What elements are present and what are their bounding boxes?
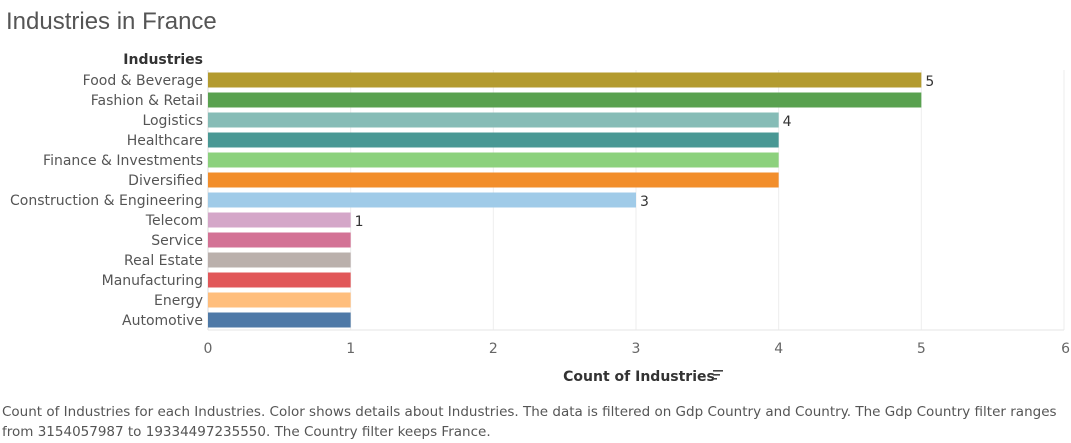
bar[interactable] [208,192,636,208]
category-axis-header: Industries [123,52,203,68]
value-labels: 5 4 3 1 [355,74,935,230]
chart-caption: Count of Industries for each Industries.… [2,404,1057,440]
x-axis-ticks: 0 1 2 3 4 5 6 [204,341,1071,357]
bars [208,72,922,328]
x-tick-label: 4 [774,341,783,357]
value-label: 5 [925,74,934,90]
x-tick-label: 0 [204,341,213,357]
category-label: Telecom [145,213,203,229]
page-title: Industries in France [6,8,217,35]
x-tick-label: 5 [917,341,926,357]
category-labels: Food & Beverage Fashion & Retail Logistics… [10,73,203,329]
bar[interactable] [208,92,922,108]
category-label: Automotive [122,313,203,329]
category-label: Finance & Investments [43,153,203,169]
value-label: 3 [640,194,649,210]
bar[interactable] [208,272,351,288]
bar[interactable] [208,152,779,168]
x-axis-label: Count of Industries [563,369,715,385]
x-tick-label: 2 [489,341,498,357]
bar-chart: Industries Food & Beverage Fashion & Reta… [10,52,1071,385]
bar[interactable] [208,172,779,188]
bar[interactable] [208,252,351,268]
x-tick-label: 3 [632,341,641,357]
bar[interactable] [208,232,351,248]
value-label: 1 [355,214,364,230]
value-label: 4 [783,114,792,130]
bar[interactable] [208,72,922,88]
category-label: Real Estate [124,253,203,269]
category-label: Fashion & Retail [91,93,203,109]
category-label: Energy [154,293,203,309]
category-label: Food & Beverage [83,73,203,89]
bar[interactable] [208,292,351,308]
bar[interactable] [208,112,779,128]
category-label: Construction & Engineering [10,193,203,209]
x-tick-label: 1 [346,341,355,357]
sort-descending-icon[interactable] [713,370,723,380]
bar[interactable] [208,312,351,328]
bar[interactable] [208,212,351,228]
category-label: Healthcare [127,133,203,149]
x-tick-label: 6 [1061,341,1070,357]
category-label: Diversified [128,173,203,189]
category-label: Manufacturing [102,273,203,289]
category-label: Service [151,233,203,249]
category-label: Logistics [142,113,203,129]
bar[interactable] [208,132,779,148]
